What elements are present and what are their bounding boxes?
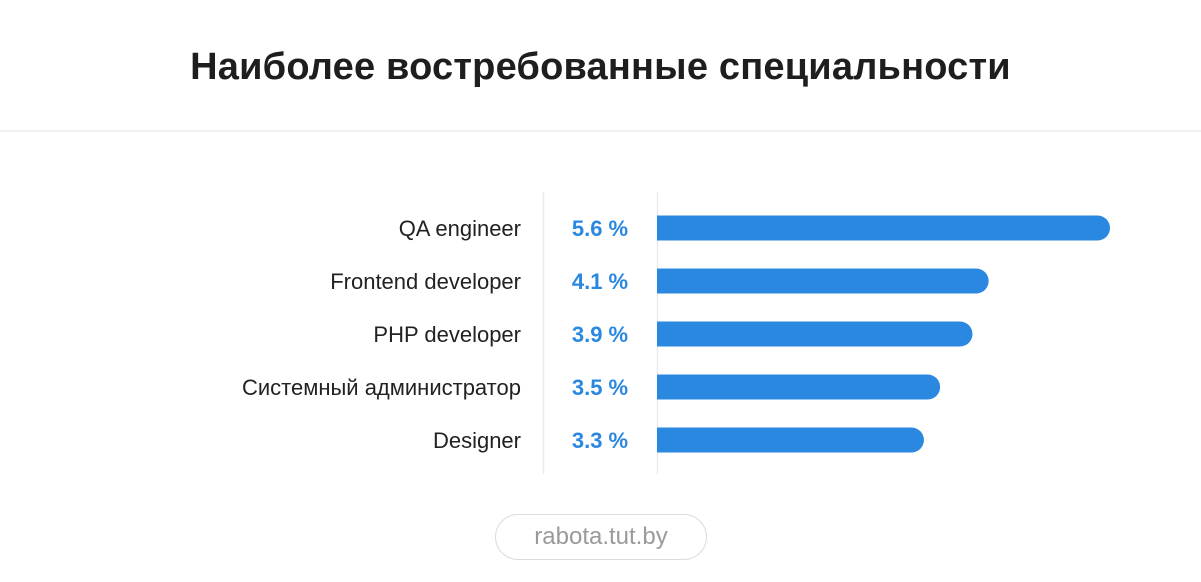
bar-base — [657, 268, 682, 294]
category-label: Frontend developer — [330, 269, 521, 294]
bars-group: QA engineer 5.6 % Frontend developer 4.1 % P… — [242, 215, 1110, 453]
chart-title: Наиболее востребованные специальности — [190, 46, 1011, 88]
bar — [657, 427, 924, 453]
category-label: Системный администратор — [242, 375, 521, 400]
value-label: 3.3 % — [572, 428, 628, 453]
bar — [657, 374, 941, 400]
category-label: QA engineer — [399, 216, 521, 241]
bar — [657, 321, 973, 347]
header-divider — [0, 130, 1201, 132]
value-label: 4.1 % — [572, 269, 628, 294]
bar-base — [657, 321, 682, 347]
bar-base — [657, 215, 682, 241]
bar-chart: QA engineer 5.6 % Frontend developer 4.1 % P… — [242, 192, 1110, 474]
bar — [657, 268, 989, 294]
category-label: PHP developer — [373, 322, 521, 347]
bar — [657, 215, 1110, 241]
value-label: 3.5 % — [572, 375, 628, 400]
bar-base — [657, 374, 682, 400]
source-badge: rabota.tut.by — [495, 514, 707, 560]
value-label: 5.6 % — [572, 216, 628, 241]
bar-base — [657, 427, 682, 453]
value-label: 3.9 % — [572, 322, 628, 347]
category-label: Designer — [433, 428, 521, 453]
